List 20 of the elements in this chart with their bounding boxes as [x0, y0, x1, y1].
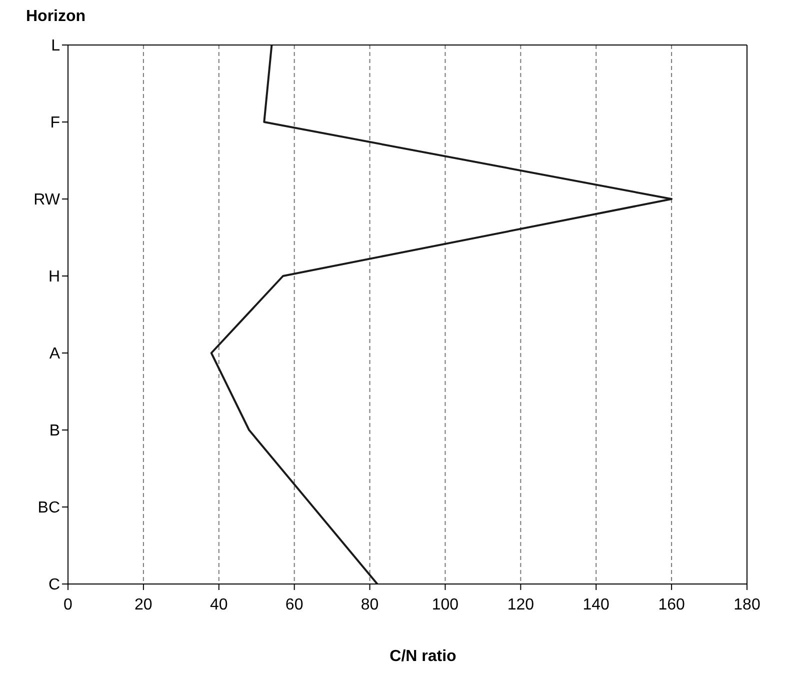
x-axis-title: C/N ratio [388, 648, 458, 666]
x-tick-label: 160 [658, 596, 685, 614]
x-tick-label: 60 [285, 596, 304, 614]
y-tick-label: BC [38, 500, 60, 517]
x-tick-label: 140 [582, 596, 610, 614]
y-tick-label: H [48, 268, 60, 286]
x-tick-label: 100 [432, 596, 459, 614]
y-tick-label: L [51, 38, 60, 55]
y-tick-label: C [48, 576, 60, 594]
x-tick-label: 40 [210, 596, 228, 614]
y-tick-label: RW [34, 192, 61, 209]
x-tick-label: 80 [360, 596, 379, 614]
x-tick-label: 120 [507, 596, 534, 614]
y-axis-title: Horizon [26, 8, 86, 26]
y-tick-label: F [50, 114, 60, 132]
x-tick-label: 0 [64, 596, 73, 614]
y-tick-label: A [49, 346, 60, 363]
x-tick-label: 180 [734, 596, 760, 614]
y-tick-label: B [49, 422, 60, 440]
x-tick-label: 20 [134, 596, 152, 614]
